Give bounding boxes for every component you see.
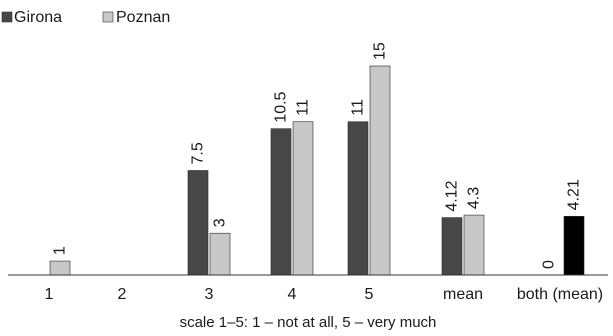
x-axis-label: scale 1–5: 1 – not at all, 5 – very much	[180, 314, 437, 331]
data-label-poznan-3: 3	[212, 218, 229, 227]
x-tick-label-3: 3	[205, 286, 214, 303]
data-label-both-zero: 0	[541, 260, 558, 269]
data-label-poznan-5: 15	[372, 42, 389, 60]
bar-girona-3	[187, 170, 209, 276]
data-label-girona-mean: 4.12	[444, 180, 461, 211]
data-labels-group: 1 7.5 3 10.5 11 11 15 4.12 4.3 0 4.21	[52, 42, 583, 269]
data-label-girona-3: 7.5	[190, 142, 207, 164]
data-label-poznan-4: 11	[295, 99, 312, 116]
x-tick-label-1: 1	[45, 286, 54, 303]
chart-legend: Girona Poznan	[1, 9, 170, 26]
data-label-girona-5: 11	[350, 99, 367, 116]
data-label-poznan-mean: 4.3	[466, 187, 483, 209]
legend-swatch-poznan	[102, 11, 114, 23]
x-tick-label-mean: mean	[443, 286, 483, 303]
x-tick-label-5: 5	[365, 286, 374, 303]
x-tick-labels-group: 1 2 3 4 5 mean both (mean)	[45, 286, 604, 303]
bar-poznan-1	[49, 260, 71, 276]
bar-poznan-3	[209, 232, 231, 276]
data-label-poznan-1: 1	[52, 246, 69, 255]
x-tick-label-both-mean: both (mean)	[517, 286, 603, 303]
bar-poznan-5	[369, 65, 391, 276]
legend-label-poznan: Poznan	[116, 9, 170, 26]
data-label-girona-4: 10.5	[273, 91, 290, 122]
bars-group	[49, 65, 585, 276]
x-tick-label-4: 4	[288, 286, 297, 303]
bar-poznan-mean	[463, 214, 485, 276]
bar-both-mean	[563, 216, 585, 276]
bar-girona-mean	[441, 217, 463, 276]
legend-swatch-girona	[1, 11, 13, 23]
bar-girona-5	[347, 121, 369, 276]
bar-girona-4	[270, 128, 292, 276]
x-tick-label-2: 2	[118, 286, 127, 303]
bar-poznan-4	[292, 121, 314, 276]
legend-label-girona: Girona	[14, 9, 62, 26]
data-label-both-mean: 4.21	[566, 179, 583, 210]
